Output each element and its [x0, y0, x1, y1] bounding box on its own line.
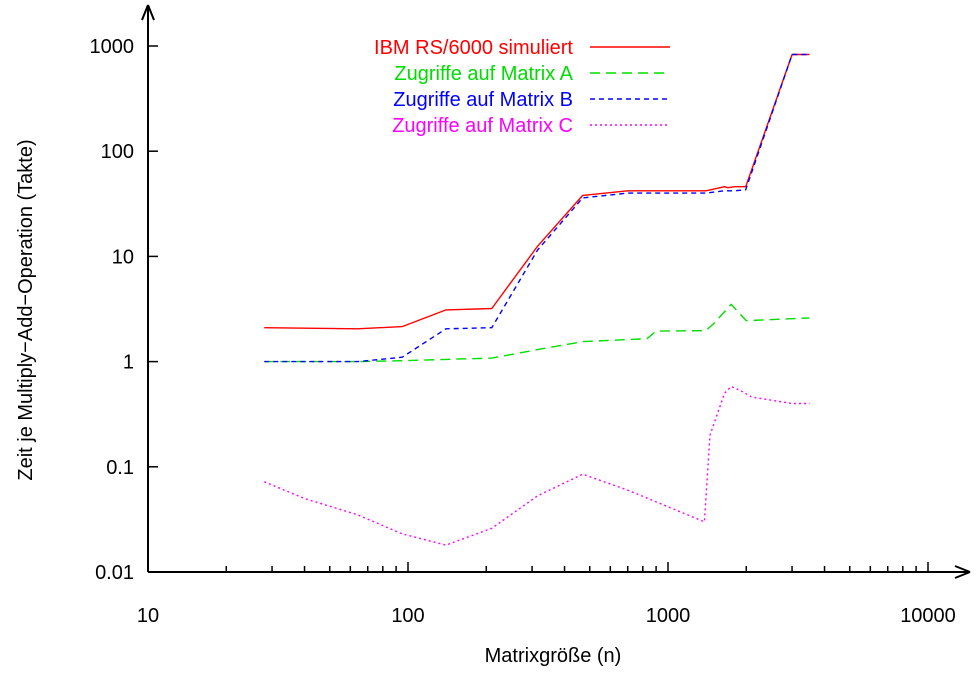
x-tick-label: 10 [137, 605, 159, 627]
x-tick-label: 10000 [900, 605, 956, 627]
y-tick-label: 1000 [90, 36, 135, 58]
tick-marks [147, 45, 929, 573]
x-tick-label: 100 [391, 605, 424, 627]
series-line-2 [264, 303, 810, 363]
x-axis-label: Matrixgröße (n) [485, 645, 622, 667]
y-axis-label: Zeit je Multiply−Add−Operation (Takte) [15, 139, 37, 480]
y-tick-label: 10 [112, 246, 134, 268]
axes [141, 4, 971, 579]
legend-label-3: Zugriffe auf Matrix B [393, 89, 573, 111]
y-axis-arrow [141, 4, 155, 21]
x-tick-label: 1000 [646, 605, 691, 627]
x-axis-arrow [954, 565, 971, 579]
series-line-3 [264, 53, 810, 363]
y-tick-label: 100 [101, 141, 134, 163]
legend-label-2: Zugriffe auf Matrix A [394, 63, 573, 85]
y-tick-label: 0.01 [95, 562, 134, 584]
legend-label-4: Zugriffe auf Matrix C [392, 115, 573, 137]
y-tick-label: 1 [123, 352, 134, 374]
series-line-1 [264, 53, 810, 330]
plot-area [264, 53, 810, 546]
legend: IBM RS/6000 simuliert Zugriffe auf Matrix… [374, 37, 670, 137]
series-line-4 [264, 385, 810, 546]
y-tick-label: 0.1 [106, 457, 134, 479]
tick-labels: 10 100 1000 10000 0.01 0.1 1 10 100 1000 [90, 36, 956, 627]
legend-label-1: IBM RS/6000 simuliert [374, 37, 573, 59]
